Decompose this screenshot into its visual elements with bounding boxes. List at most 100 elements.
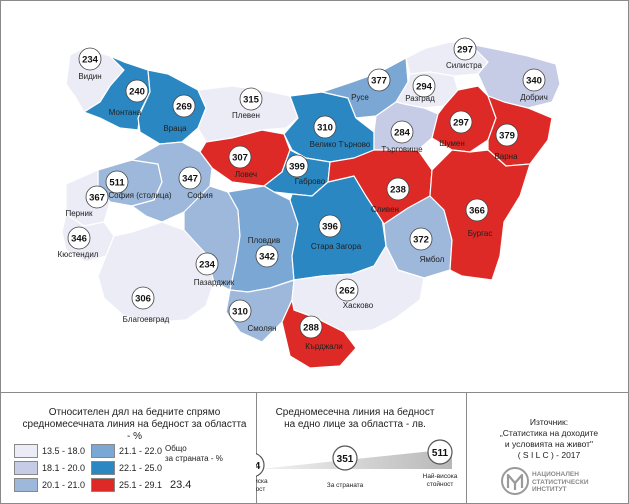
divider-horizontal <box>0 392 629 393</box>
region-blagoevgrad-name: Благоевград <box>123 315 170 324</box>
country-value: 351 <box>337 454 354 465</box>
region-sofia-value-circle <box>178 166 202 190</box>
region-haskovo-value-circle <box>335 278 359 302</box>
region-kyustendil-value: 346 <box>71 234 87 245</box>
max-label-line1: Най-висока <box>423 472 458 480</box>
region-sliven-value: 238 <box>390 185 406 196</box>
region-vtarnovo-value: 310 <box>317 123 333 134</box>
source-note: Източник: „Статистика на доходите и усло… <box>478 417 620 461</box>
region-vtarnovo-value-circle <box>313 115 337 139</box>
region-haskovo-name: Хасково <box>343 301 374 310</box>
region-lovech-name: Ловеч <box>235 170 257 179</box>
region-varna-name: Варна <box>494 152 518 161</box>
legend-title-line2: средномесечната линия на бедност за обла… <box>22 419 247 442</box>
region-vratsa-value: 269 <box>176 102 192 113</box>
region-blagoevgrad <box>97 221 215 323</box>
region-stara_zagora-value-circle <box>318 214 342 238</box>
region-pernik-value-circle <box>85 185 109 209</box>
legend-swatch-bin-4 <box>91 444 115 458</box>
region-vtarnovo-name: Велико Търново <box>310 140 371 149</box>
region-sofia_city-value: 511 <box>109 178 125 189</box>
min-value-circle <box>256 453 265 477</box>
region-pleven-value-circle <box>239 87 263 111</box>
region-kardzhali-value: 288 <box>303 323 319 334</box>
country-label: За страната <box>327 482 364 489</box>
region-yambol-name: Ямбол <box>420 255 445 264</box>
legend-label-bin-5: 22.1 - 25.0 <box>119 463 163 473</box>
max-label-line2: стойност <box>427 480 454 488</box>
divider-vertical-left <box>256 393 257 503</box>
poverty-line-title-line2: на едно лице за областта - лв. <box>284 419 426 430</box>
region-vidin-name: Видин <box>78 72 101 81</box>
region-razgrad-value: 294 <box>416 82 433 93</box>
country-value-circle <box>332 445 358 471</box>
region-dobrich-name: Добрич <box>520 93 548 102</box>
bulgaria-map: 234 240 269 315 307 310 399 377 297 294 340 284 297 3… <box>58 37 561 369</box>
poverty-line-scale: 234 351 511 Най-ниска стойност За страна… <box>256 439 458 493</box>
region-haskovo-value: 262 <box>339 286 355 297</box>
region-burgas-value-circle <box>465 198 489 222</box>
legend-title: Относителен дял на бедните спрямо средно… <box>22 407 247 443</box>
region-sofia_city-name: София (столица) <box>108 191 172 200</box>
region-montana-value-circle <box>125 79 149 103</box>
legend-swatch-bin-5 <box>91 461 115 475</box>
region-pazardzhik-value-circle <box>195 252 219 276</box>
region-sofia_city-value-circle <box>105 170 129 194</box>
source-line4: ( S I L C ) - 2017 <box>517 450 581 460</box>
legend-label-bin-3: 20.1 - 21.0 <box>42 480 86 490</box>
legend-label-bin-2: 18.1 - 20.0 <box>42 463 86 473</box>
region-dobrich-value: 340 <box>526 76 542 87</box>
region-kyustendil-name: Кюстендил <box>58 250 99 259</box>
region-silistra-value-circle <box>453 37 477 61</box>
region-vratsa-name: Враца <box>163 124 187 133</box>
region-montana-value: 240 <box>129 87 145 98</box>
region-stara_zagora-name: Стара Загора <box>311 242 362 251</box>
region-silistra-name: Силистра <box>446 61 482 70</box>
region-vratsa-value-circle <box>172 94 196 118</box>
region-shumen-value: 297 <box>453 118 469 129</box>
region-razgrad-name: Разград <box>405 94 435 103</box>
overall-label-line1: Общо <box>165 444 187 453</box>
legend-swatch-bin-2 <box>14 461 38 475</box>
nsi-logo-line3: ИНСТИТУТ <box>532 486 567 493</box>
region-plovdiv-value-circle <box>255 244 279 268</box>
region-smolyan-name: Смолян <box>248 324 277 333</box>
region-burgas-name: Бургас <box>468 229 493 238</box>
region-lovech-value: 307 <box>232 153 248 164</box>
region-silistra-value: 297 <box>457 45 473 56</box>
region-targovishte-value-circle <box>390 120 414 144</box>
region-plovdiv-name: Пловдив <box>248 236 281 245</box>
legend-label-bin-6: 25.1 - 29.1 <box>119 480 163 490</box>
legend-swatch-bin-3 <box>14 478 38 492</box>
region-sofia-name: София <box>187 191 213 200</box>
region-sofia-value: 347 <box>182 174 198 185</box>
min-value: 234 <box>256 461 261 472</box>
region-montana-name: Монтана <box>109 108 142 117</box>
region-pernik-value: 367 <box>89 193 105 204</box>
min-label-line2: стойност <box>256 485 265 493</box>
region-burgas-value: 366 <box>469 206 485 217</box>
region-gabrovo-value-circle <box>285 154 309 178</box>
max-value-circle <box>427 439 453 465</box>
region-ruse-name: Русе <box>351 93 369 102</box>
legend-swatch-bin-1 <box>14 444 38 458</box>
region-gabrovo-name: Габрово <box>295 177 326 186</box>
nsi-logo-line2: СТАТИСТИЧЕСКИ <box>532 478 589 486</box>
overall-value: 23.4 <box>170 479 192 491</box>
region-targovishte-value: 284 <box>394 128 411 139</box>
source-line1: Източник: <box>529 417 569 427</box>
overall-label-line2: за страната - % <box>165 454 223 463</box>
poverty-line-title-line1: Средномесечна линия на бедност <box>275 407 435 418</box>
source-line2: „Статистика на доходите <box>499 428 599 438</box>
region-kyustendil-value-circle <box>67 226 91 250</box>
region-kardzhali-value-circle <box>299 315 323 339</box>
poverty-line-title: Средномесечна линия на бедност на едно л… <box>264 407 446 431</box>
region-vidin-value-circle <box>78 47 102 71</box>
nsi-logo-line1: НАЦИОНАЛЕН <box>532 471 579 478</box>
legend-label-bin-1: 13.5 - 18.0 <box>42 446 86 456</box>
region-smolyan-value: 310 <box>232 307 248 318</box>
region-targovishte-name: Търговище <box>381 145 423 154</box>
source-line3: и условията на живот" <box>504 439 594 449</box>
region-pernik-name: Перник <box>65 209 93 218</box>
region-lovech-value-circle <box>228 145 252 169</box>
